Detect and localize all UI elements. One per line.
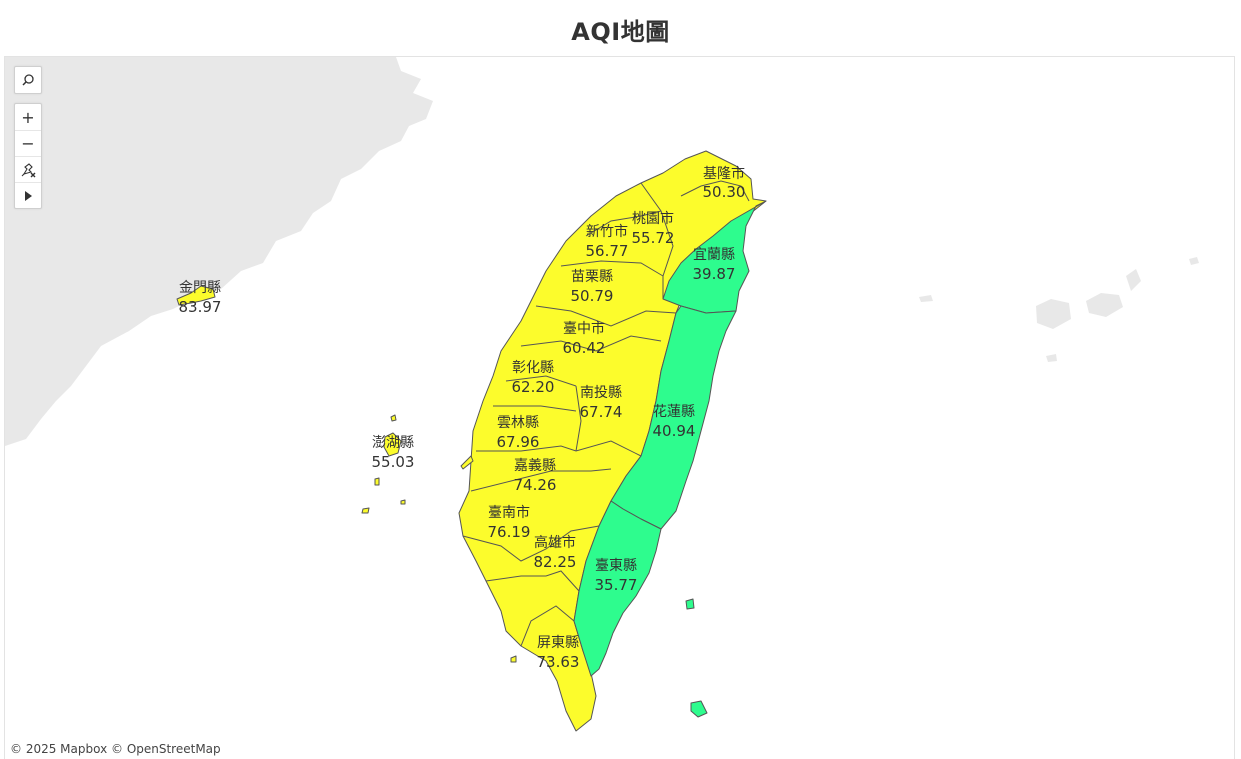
label-keelung-name: 基隆市 xyxy=(703,165,745,182)
label-hualien-name: 花蓮縣 xyxy=(653,404,695,420)
map-svg[interactable]: 基隆市 50.30 桃園市 55.72 新竹市 56.77 宜蘭縣 39.87 … xyxy=(4,56,1235,759)
label-nantou-name: 南投縣 xyxy=(580,385,622,401)
label-pingtung-aqi: 73.63 xyxy=(537,653,580,671)
label-penghu-name: 澎湖縣 xyxy=(372,435,414,451)
county-borders xyxy=(462,180,750,647)
background-land xyxy=(5,57,1199,446)
play-arrow-icon xyxy=(25,190,32,201)
label-yunlin-aqi: 67.96 xyxy=(497,433,540,451)
zoom-out-button[interactable]: − xyxy=(15,130,41,156)
label-yunlin-name: 雲林縣 xyxy=(497,415,539,431)
county-labels: 基隆市 50.30 桃園市 55.72 新竹市 56.77 宜蘭縣 39.87 … xyxy=(179,165,746,671)
label-yilan-name: 宜蘭縣 xyxy=(693,247,735,263)
label-tainan-aqi: 76.19 xyxy=(488,523,531,541)
county-regions xyxy=(176,150,767,732)
page-title: AQI地圖 xyxy=(571,18,670,46)
region-penghu xyxy=(383,432,402,457)
region-penghu-islet-4 xyxy=(400,499,406,505)
label-kaohsiung-name: 高雄市 xyxy=(534,534,576,551)
region-west-islet xyxy=(460,455,474,470)
pin-clear-icon xyxy=(21,162,36,177)
region-kinmen xyxy=(176,285,216,306)
label-taoyuan-name: 桃園市 xyxy=(632,210,674,227)
label-chiayi-aqi: 74.26 xyxy=(514,476,557,494)
region-penghu-islet-2 xyxy=(374,477,380,486)
label-taoyuan-aqi: 55.72 xyxy=(632,229,675,247)
label-taitung-aqi: 35.77 xyxy=(595,576,638,594)
label-nantou-aqi: 67.74 xyxy=(580,403,623,421)
search-button[interactable] xyxy=(15,67,41,93)
search-icon xyxy=(22,74,34,86)
label-kinmen-name: 金門縣 xyxy=(179,280,221,296)
region-taitung xyxy=(573,500,662,677)
label-kaohsiung-aqi: 82.25 xyxy=(534,553,577,571)
label-kinmen-aqi: 83.97 xyxy=(179,298,222,316)
label-hsinchu-aqi: 56.77 xyxy=(586,242,629,260)
label-chiayi-name: 嘉義縣 xyxy=(514,457,556,474)
map-attribution[interactable]: © 2025 Mapbox © OpenStreetMap xyxy=(10,742,221,756)
label-keelung-aqi: 50.30 xyxy=(703,183,746,201)
search-control xyxy=(14,66,42,94)
map-canvas[interactable]: 基隆市 50.30 桃園市 55.72 新竹市 56.77 宜蘭縣 39.87 … xyxy=(4,56,1235,759)
region-penghu-islet-1 xyxy=(390,414,397,422)
label-changhua-name: 彰化縣 xyxy=(512,359,554,376)
label-tainan-name: 臺南市 xyxy=(488,504,530,521)
label-taitung-name: 臺東縣 xyxy=(595,558,637,574)
label-taichung-aqi: 60.42 xyxy=(563,339,606,357)
label-hsinchu-name: 新竹市 xyxy=(586,223,628,240)
region-orchid-island xyxy=(690,700,708,718)
zoom-in-button[interactable]: + xyxy=(21,107,35,127)
label-changhua-aqi: 62.20 xyxy=(512,378,555,396)
label-penghu-aqi: 55.03 xyxy=(372,453,415,471)
region-green-island xyxy=(685,598,695,610)
label-miaoli-aqi: 50.79 xyxy=(571,287,614,305)
clear-pin-button[interactable] xyxy=(15,156,41,182)
zoom-controls: + − xyxy=(14,103,42,209)
label-taichung-name: 臺中市 xyxy=(563,320,605,337)
label-hualien-aqi: 40.94 xyxy=(653,422,696,440)
label-pingtung-name: 屏東縣 xyxy=(537,635,579,651)
region-liuqiu xyxy=(510,655,517,663)
region-penghu-islet-3 xyxy=(361,507,370,514)
label-miaoli-name: 苗栗縣 xyxy=(571,269,613,285)
label-yilan-aqi: 39.87 xyxy=(693,265,736,283)
pan-menu-button[interactable] xyxy=(15,182,41,208)
